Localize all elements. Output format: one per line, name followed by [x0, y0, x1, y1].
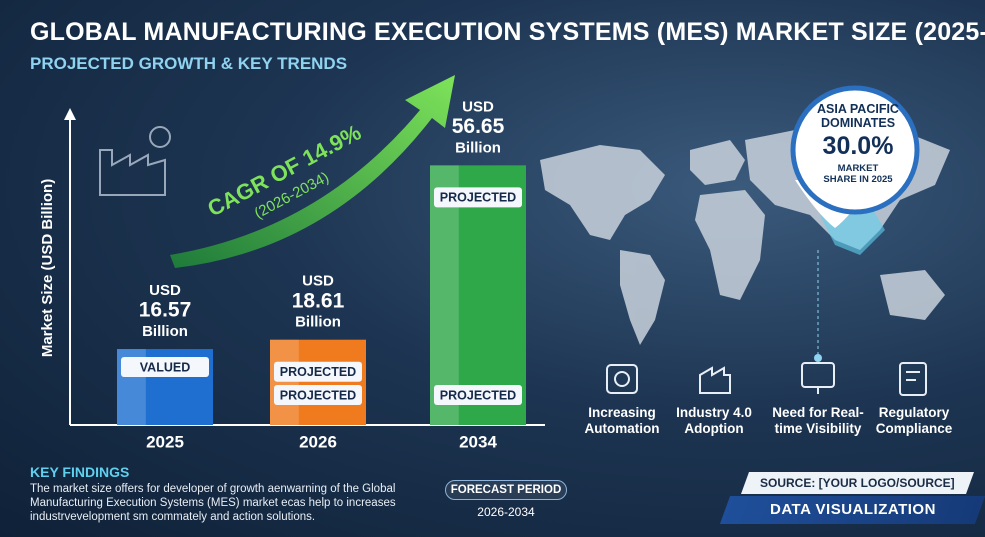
value-label: 18.61 [292, 289, 345, 312]
x-tick-label: 2025 [146, 432, 184, 451]
trend-label: Need for Real-time Visibility [772, 405, 864, 436]
bar-tag [121, 357, 209, 377]
forecast-period: FORECAST PERIOD 2026-2034 [445, 480, 567, 519]
bar [430, 165, 526, 425]
key-findings-title: KEY FINDINGS [30, 464, 130, 480]
bar-tag-text: PROJECTED [440, 388, 516, 402]
x-tick-label: 2034 [459, 432, 497, 451]
source-text: SOURCE: [YOUR LOGO/SOURCE] [760, 476, 955, 490]
badge-banner: DATA VISUALIZATION [719, 496, 985, 524]
value-prefix: USD [302, 273, 334, 290]
x-tick-label: 2026 [299, 432, 337, 451]
region-callout: ASIA PACIFIC DOMINATES 30.0% MARKET SHAR… [803, 102, 913, 185]
value-suffix: Billion [455, 139, 501, 156]
factory-icon [99, 126, 171, 196]
bar-tag [434, 187, 522, 208]
value-suffix: Billion [142, 323, 188, 340]
source-banner: SOURCE: [YOUR LOGO/SOURCE] [740, 472, 975, 494]
bar-tag [274, 361, 362, 382]
connector-dot [814, 354, 822, 362]
value-prefix: USD [462, 98, 494, 115]
region-caption: MARKET SHARE IN 2025 [823, 163, 893, 185]
trend-icons [606, 362, 927, 396]
badge-text: DATA VISUALIZATION [769, 501, 936, 518]
value-label: 16.57 [139, 299, 192, 322]
region-share: 30.0% [822, 132, 894, 160]
subtitle: PROJECTED GROWTH & KEY TRENDS [30, 54, 348, 73]
key-findings-text: The market size offers for developer of … [30, 483, 396, 523]
bar-tag-text: VALUED [140, 360, 190, 374]
trend-label: Industry 4.0 Adoption [676, 405, 752, 436]
value-label: 56.65 [452, 115, 505, 138]
bar-highlight [430, 165, 459, 425]
value-suffix: Billion [295, 314, 341, 331]
trend-label: Increasing Automation [584, 405, 660, 436]
bar-tag-text: PROJECTED [440, 191, 516, 205]
region-name: ASIA PACIFIC DOMINATES [817, 102, 899, 130]
y-axis-label: Market Size (USD Billion) [39, 179, 56, 357]
value-prefix: USD [149, 282, 181, 299]
bar [270, 339, 366, 425]
bar-highlight [270, 339, 299, 425]
forecast-value: 2026-2034 [477, 505, 535, 519]
growth-arrow [170, 75, 455, 268]
bar-tag [274, 385, 362, 405]
pin [790, 85, 920, 215]
bar-tag [434, 385, 522, 405]
bar-tag-text: PROJECTED [280, 388, 356, 402]
title: GLOBAL MANUFACTURING EXECUTION SYSTEMS (… [30, 18, 985, 46]
bar-tag-text: PROJECTED [280, 365, 356, 379]
y-axis-arrow [64, 108, 76, 120]
trend-label: Regulatory Compliance [875, 405, 953, 436]
forecast-label: FORECAST PERIOD [445, 480, 567, 500]
